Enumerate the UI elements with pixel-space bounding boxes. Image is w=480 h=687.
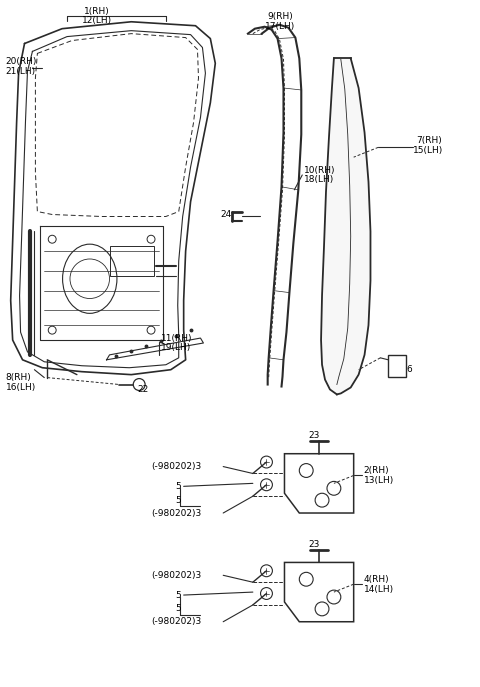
Text: 12(LH): 12(LH)	[82, 16, 112, 25]
Text: 9(RH): 9(RH)	[268, 12, 293, 21]
Text: 19(LH): 19(LH)	[161, 344, 191, 352]
Text: 15(LH): 15(LH)	[413, 146, 443, 155]
Text: (-980202)3: (-980202)3	[151, 462, 201, 471]
Text: 5: 5	[176, 495, 181, 505]
Bar	[388, 355, 406, 376]
Text: 6: 6	[406, 365, 412, 374]
Bar	[109, 246, 154, 275]
Text: 18(LH): 18(LH)	[304, 175, 335, 184]
Text: 11(RH): 11(RH)	[161, 334, 192, 343]
Text: (-980202)3: (-980202)3	[151, 617, 201, 627]
Text: 1(RH): 1(RH)	[84, 8, 109, 16]
Text: 22: 22	[137, 385, 148, 394]
Text: (-980202)3: (-980202)3	[151, 571, 201, 580]
Text: 16(LH): 16(LH)	[6, 383, 36, 392]
Text: 23: 23	[309, 540, 320, 549]
Text: 20(RH): 20(RH)	[6, 57, 37, 66]
Text: 24: 24	[220, 210, 231, 219]
Text: 5: 5	[176, 591, 181, 600]
Text: 14(LH): 14(LH)	[363, 585, 394, 594]
Text: 7(RH): 7(RH)	[416, 136, 442, 145]
Text: 5: 5	[176, 605, 181, 613]
Text: 8(RH): 8(RH)	[6, 373, 32, 382]
Text: 17(LH): 17(LH)	[264, 22, 295, 31]
Text: 23: 23	[309, 431, 320, 440]
Text: (-980202)3: (-980202)3	[151, 508, 201, 517]
Text: 13(LH): 13(LH)	[363, 476, 394, 485]
Text: 10(RH): 10(RH)	[304, 166, 336, 174]
Text: 21(LH): 21(LH)	[6, 67, 36, 76]
Text: 5: 5	[176, 482, 181, 491]
Polygon shape	[321, 58, 371, 394]
Text: 4(RH): 4(RH)	[363, 575, 389, 584]
Text: 2(RH): 2(RH)	[363, 466, 389, 475]
